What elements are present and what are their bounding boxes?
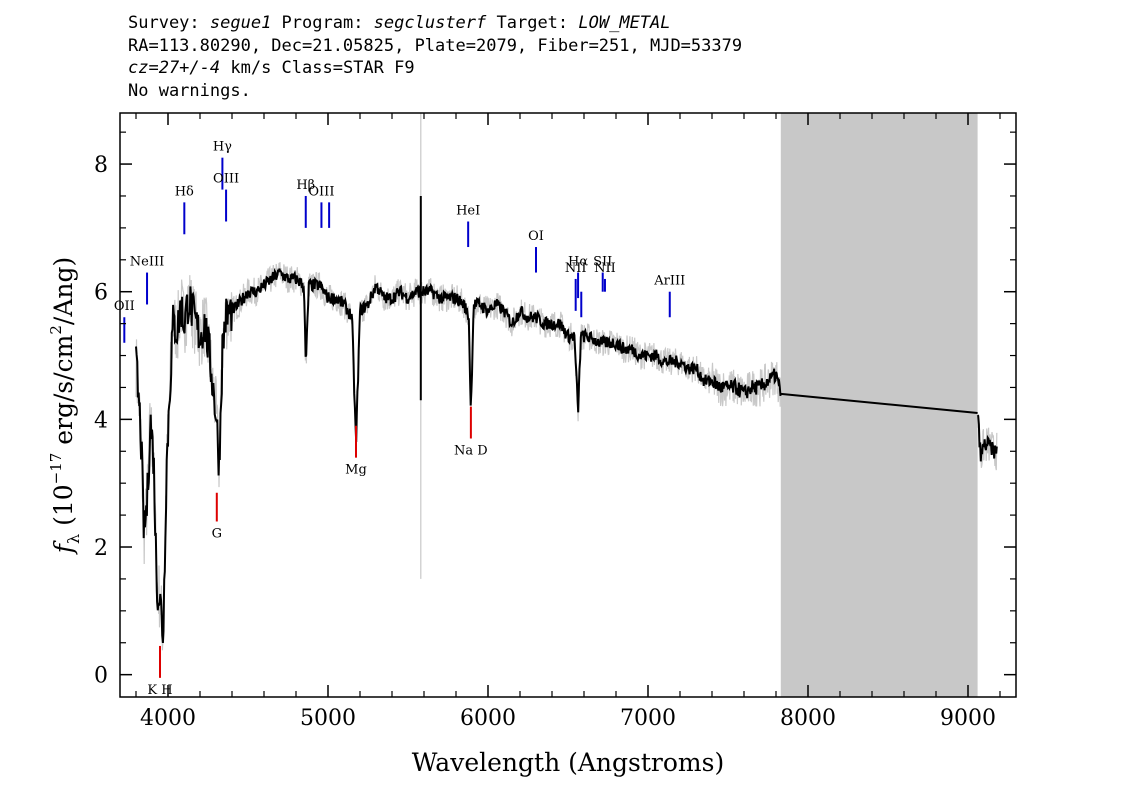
target-value: LOW_METAL xyxy=(578,13,671,33)
spectrum-layer xyxy=(135,195,998,643)
survey-value: segue1 xyxy=(209,13,272,33)
emission-line-label: NeIII xyxy=(130,255,164,270)
y-tick-label: 0 xyxy=(94,664,108,689)
spectrum-header: Survey: segue1 Program: segclusterf Targ… xyxy=(128,12,742,102)
header-line-1: Survey: segue1 Program: segclusterf Targ… xyxy=(128,13,671,33)
x-tick-label: 9000 xyxy=(940,706,996,731)
emission-line-label: OI xyxy=(528,229,544,244)
masked-region-layer xyxy=(780,113,978,697)
masked-region xyxy=(780,113,978,697)
emission-line-label: Hγ xyxy=(213,140,232,155)
x-axis-title: Wavelength (Angstroms) xyxy=(412,748,724,777)
header-line-2: RA=113.80290, Dec=21.05825, Plate=2079, … xyxy=(128,35,743,56)
x-tick-label: 4000 xyxy=(140,706,196,731)
emission-line-label: Hβ xyxy=(296,178,315,193)
absorption-line-label: Na D xyxy=(454,444,488,459)
absorption-line-label: G xyxy=(212,526,222,541)
y-tick-label: 8 xyxy=(94,153,108,178)
x-tick-label: 8000 xyxy=(780,706,836,731)
absorption-line-label: Mg xyxy=(345,463,367,478)
emission-line-label: Hδ xyxy=(175,184,194,199)
emission-line-label: OIII xyxy=(308,184,334,199)
y-tick-label: 6 xyxy=(94,281,108,306)
header-line-4: No warnings. xyxy=(128,80,251,101)
redshift-value: cz=27+/-4 xyxy=(128,58,221,78)
y-tick-label: 4 xyxy=(94,408,108,433)
y-tick-label: 2 xyxy=(94,536,108,561)
emission-line-label: OIII xyxy=(213,172,239,187)
emission-line-label: Hα xyxy=(568,255,588,270)
header-line-3: cz=27+/-4 km/s Class=STAR F9 xyxy=(128,58,415,78)
emission-line-label: HeI xyxy=(456,204,480,219)
masked-interpolation-line xyxy=(780,392,978,414)
spectrum-line xyxy=(135,267,998,643)
program-value: segclusterf xyxy=(373,13,487,33)
emission-line-label: SII xyxy=(593,255,612,270)
x-tick-label: 6000 xyxy=(460,706,516,731)
emission-line-label: ArIII xyxy=(653,274,685,289)
absorption-line-label: K H xyxy=(147,683,172,698)
plot-frame xyxy=(119,112,1017,698)
emission-line-label: NII xyxy=(594,261,616,276)
emission-line-label: OII xyxy=(114,299,135,314)
x-tick-label: 5000 xyxy=(300,706,356,731)
y-axis-title: fλ (10−17 erg/s/cm2/Ang) xyxy=(47,257,83,556)
x-tick-label: 7000 xyxy=(620,706,676,731)
axis-ticks-layer: 4000 5000 6000 7000 8000 9000 0 2 4 6 8 xyxy=(94,113,1016,731)
emission-line-label: NII xyxy=(565,261,587,276)
